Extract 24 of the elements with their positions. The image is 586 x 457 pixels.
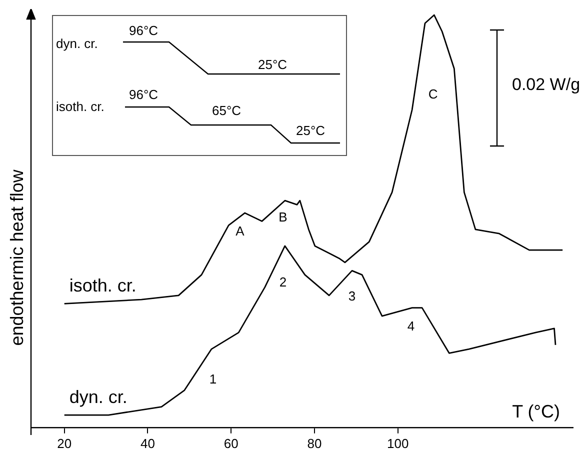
x-tick-label: 100 <box>387 436 409 451</box>
annotation: 2 <box>279 274 287 290</box>
series-label: isoth. cr. <box>69 276 136 296</box>
x-axis-title: T (°C) <box>512 401 560 422</box>
annotation: 65°C <box>212 103 242 118</box>
annotation: 1 <box>209 372 217 387</box>
annotation: 96°C <box>129 23 158 38</box>
annotation: 25°C <box>296 123 326 138</box>
series-label: dyn. cr. <box>69 387 128 408</box>
annotation: dyn. cr. <box>56 36 98 51</box>
x-tick-label: 40 <box>140 436 155 451</box>
annotation: C <box>428 86 438 102</box>
annotation: 3 <box>348 288 356 304</box>
annotation: A <box>236 224 245 239</box>
annotation: 0.02 W/g <box>512 75 580 94</box>
x-tick-label: 60 <box>224 436 238 451</box>
annotation: 96°C <box>129 87 158 102</box>
annotation: B <box>278 210 288 225</box>
annotation: 25°C <box>258 57 288 72</box>
x-tick-label: 80 <box>307 436 322 451</box>
annotation: 4 <box>407 318 415 334</box>
y-axis-title: endothermic heat flow <box>6 168 27 346</box>
x-tick-label: 20 <box>57 436 72 451</box>
annotation: isoth. cr. <box>56 99 104 114</box>
